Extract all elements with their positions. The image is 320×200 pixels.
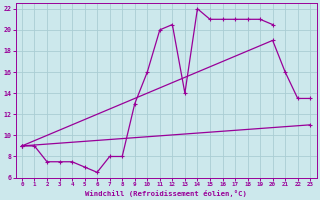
X-axis label: Windchill (Refroidissement éolien,°C): Windchill (Refroidissement éolien,°C) — [85, 190, 247, 197]
